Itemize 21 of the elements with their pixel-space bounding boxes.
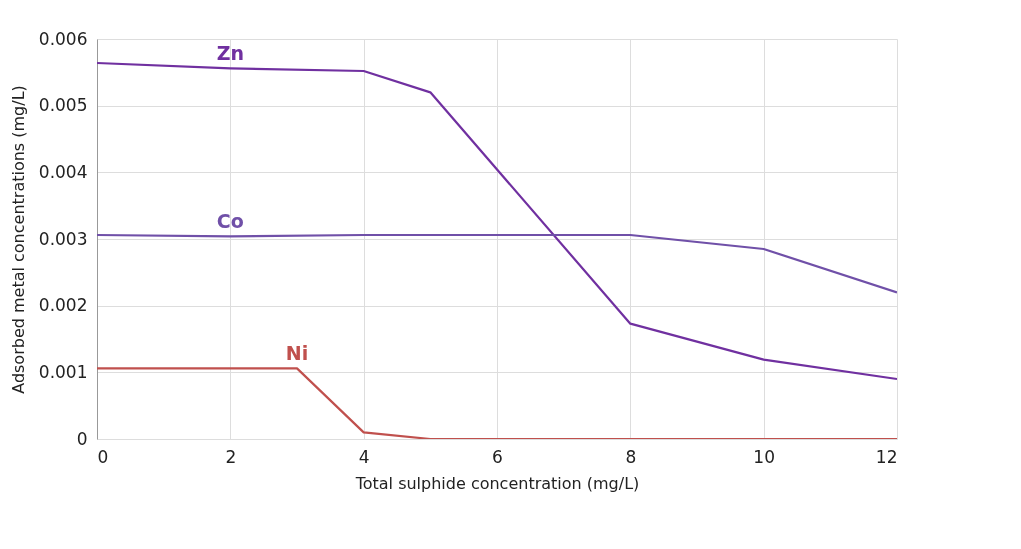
x-tick-label: 6	[492, 446, 503, 467]
y-tick-label: 0.002	[38, 295, 88, 316]
y-tick-label: 0.005	[38, 95, 88, 116]
x-tick-label: 10	[753, 446, 775, 467]
y-tick-label: 0.001	[38, 361, 88, 382]
y-tick-label: 0	[76, 428, 88, 449]
x-tick-label: 0	[97, 446, 109, 467]
x-tick-label: 2	[225, 446, 237, 467]
y-tick-label: 0.004	[38, 161, 88, 182]
x-tick-label: 8	[625, 446, 637, 467]
line-series	[97, 61, 897, 381]
series-label: Ni	[285, 342, 309, 365]
series-label: Co	[216, 210, 244, 233]
x-tick-label: 4	[358, 446, 370, 467]
line-series	[97, 233, 897, 294]
y-tick-label: 0.003	[38, 228, 88, 249]
x-tick-label: 12	[875, 446, 898, 467]
y-tick-label: 0.006	[38, 28, 88, 49]
y-axis-title: Adsorbed metal concentrations (mg/L)	[8, 85, 28, 394]
x-axis-title: Total sulphide concentration (mg/L)	[354, 473, 640, 493]
series-label: Zn	[216, 42, 244, 65]
